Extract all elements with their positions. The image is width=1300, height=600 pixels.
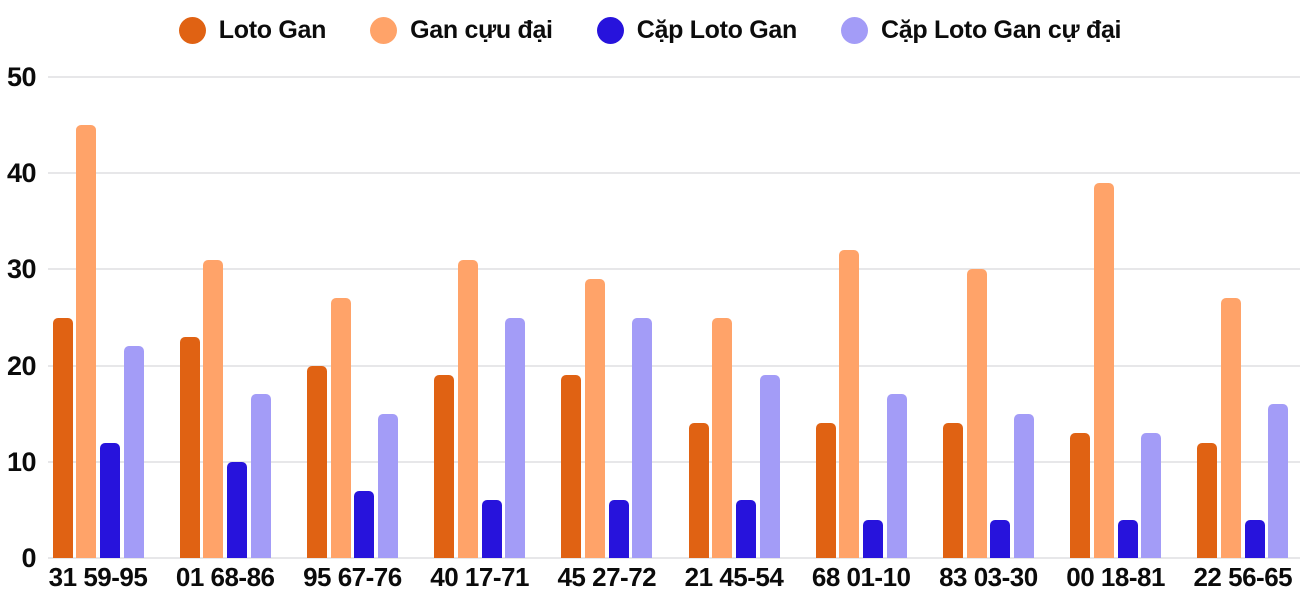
legend-item-1[interactable]: Loto Gan <box>178 15 327 45</box>
y-axis-tick-label: 30 <box>6 254 37 285</box>
bar-series2-group5[interactable] <box>585 279 605 558</box>
y-axis-tick-label: 10 <box>6 446 37 477</box>
gridline-y-10 <box>48 460 1300 463</box>
bar-series3-group2[interactable] <box>227 462 248 558</box>
bar-series1-group6[interactable] <box>688 423 709 558</box>
bar-series1-group4[interactable] <box>434 375 455 558</box>
bar-series4-group4[interactable] <box>505 318 526 558</box>
bar-series3-group1[interactable] <box>99 443 120 558</box>
bar-series1-group9[interactable] <box>1070 433 1091 558</box>
y-axis-tick-label: 20 <box>6 350 37 381</box>
bar-series2-group6[interactable] <box>712 318 733 558</box>
bar-series4-group10[interactable] <box>1268 404 1289 558</box>
bar-series1-group5[interactable] <box>561 375 582 558</box>
bar-series3-group10[interactable] <box>1244 520 1265 558</box>
bar-series3-group6[interactable] <box>735 500 756 558</box>
gridline-y-30 <box>48 268 1300 271</box>
bar-series4-group8[interactable] <box>1014 414 1034 558</box>
bar-series4-group2[interactable] <box>250 394 271 558</box>
gridline-y-20 <box>48 364 1300 367</box>
bar-series4-group6[interactable] <box>759 375 780 558</box>
bar-series4-group9[interactable] <box>1141 433 1162 558</box>
bar-series4-group3[interactable] <box>378 414 398 558</box>
legend-circle-icon <box>370 16 398 44</box>
bar-series2-group2[interactable] <box>203 260 224 558</box>
legend-label: Cặp Loto Gan cự đại <box>881 15 1122 44</box>
bar-series1-group3[interactable] <box>306 366 327 558</box>
bar-series2-group4[interactable] <box>457 260 478 558</box>
legend-item-2[interactable]: Gan cựu đại <box>370 16 553 45</box>
x-axis-category-label: 01 68-86 <box>175 562 275 592</box>
legend-circle-icon <box>596 16 624 44</box>
bar-series4-group5[interactable] <box>632 318 653 558</box>
bar-series1-group1[interactable] <box>52 318 73 558</box>
x-axis-category-label: 21 45-54 <box>684 562 784 592</box>
bar-series1-group2[interactable] <box>179 337 200 558</box>
x-axis-category-label: 45 27-72 <box>557 562 657 592</box>
bar-series3-group4[interactable] <box>481 500 502 558</box>
bar-series3-group8[interactable] <box>990 520 1011 558</box>
bar-series2-group3[interactable] <box>330 298 351 558</box>
gridline-y-50 <box>48 76 1300 78</box>
bar-series3-group3[interactable] <box>354 491 375 558</box>
legend-item-3[interactable]: Cặp Loto Gan <box>596 15 798 45</box>
bar-series3-group9[interactable] <box>1117 520 1138 558</box>
bar-series1-group7[interactable] <box>815 423 836 558</box>
legend-label: Loto Gan <box>218 15 327 44</box>
bar-series3-group5[interactable] <box>608 500 629 558</box>
y-axis-tick-label: 0 <box>21 543 36 573</box>
bar-series1-group10[interactable] <box>1197 443 1218 558</box>
y-axis-tick-label: 50 <box>6 62 37 92</box>
x-axis-category-label: 68 01-10 <box>811 562 911 592</box>
x-axis-category-label: 95 67-76 <box>303 562 402 592</box>
bar-series2-group9[interactable] <box>1093 183 1114 558</box>
x-axis-category-label: 83 03-30 <box>939 562 1038 592</box>
legend-label: Gan cựu đại <box>410 15 553 44</box>
x-axis-category-label: 31 59-95 <box>48 562 148 592</box>
bar-series2-group1[interactable] <box>76 125 97 558</box>
legend-item-4[interactable]: Cặp Loto Gan cự đại <box>841 15 1122 45</box>
y-axis-tick-label: 40 <box>6 158 37 189</box>
bar-series2-group10[interactable] <box>1221 298 1241 558</box>
legend-circle-icon <box>841 16 868 44</box>
x-axis-category-label: 40 17-71 <box>430 562 529 592</box>
gridline-y-0 <box>48 557 1300 559</box>
gridline-y-40 <box>48 172 1300 175</box>
legend-label: Cặp Loto Gan <box>636 15 798 44</box>
x-axis-category-label: 22 56-65 <box>1193 562 1293 592</box>
chart-legend: Loto Gan Gan cựu đại Cặp Loto Gan Cặp Loto … <box>0 6 1300 54</box>
bar-series3-group7[interactable] <box>863 520 884 558</box>
bar-series4-group7[interactable] <box>886 394 907 558</box>
bar-series1-group8[interactable] <box>942 423 963 558</box>
bar-series4-group1[interactable] <box>123 346 144 558</box>
x-axis-category-label: 00 18-81 <box>1066 562 1165 592</box>
legend-circle-icon <box>178 16 206 44</box>
bar-series2-group8[interactable] <box>966 269 987 558</box>
bar-series2-group7[interactable] <box>839 250 860 558</box>
